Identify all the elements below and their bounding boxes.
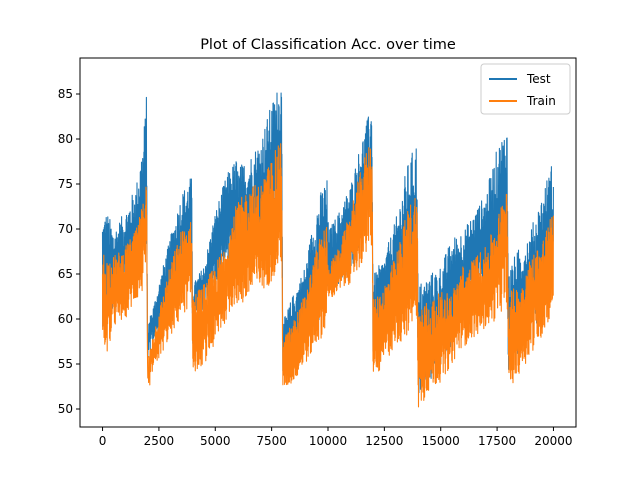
y-tick-label: 80 <box>58 132 73 146</box>
y-tick-label: 70 <box>58 222 73 236</box>
legend-label-train: Train <box>526 94 556 108</box>
legend: Test Train <box>480 63 571 115</box>
y-tick-label: 65 <box>58 267 73 281</box>
x-tick-label: 10000 <box>309 434 347 448</box>
y-tick-label: 55 <box>58 357 73 371</box>
x-tick-label: 15000 <box>422 434 460 448</box>
x-tick-label: 20000 <box>534 434 572 448</box>
x-tick-label: 0 <box>99 434 107 448</box>
x-tick-label: 17500 <box>478 434 516 448</box>
chart-title: Plot of Classification Acc. over time <box>200 37 456 53</box>
series-line-train <box>101 143 554 408</box>
legend-box <box>480 63 571 115</box>
y-axis: 50 55 60 65 70 75 80 85 <box>58 87 80 416</box>
x-tick-label: 7500 <box>256 434 287 448</box>
series-layer <box>101 92 554 408</box>
x-tick-label: 5000 <box>200 434 231 448</box>
y-tick-label: 75 <box>58 177 73 191</box>
x-tick-label: 2500 <box>144 434 175 448</box>
legend-label-test: Test <box>526 72 551 86</box>
y-tick-label: 50 <box>58 402 73 416</box>
y-tick-label: 85 <box>58 87 73 101</box>
y-tick-label: 60 <box>58 312 73 326</box>
x-tick-label: 12500 <box>365 434 403 448</box>
x-axis: 0 2500 5000 7500 10000 12500 15000 17500 20000 <box>99 427 573 448</box>
